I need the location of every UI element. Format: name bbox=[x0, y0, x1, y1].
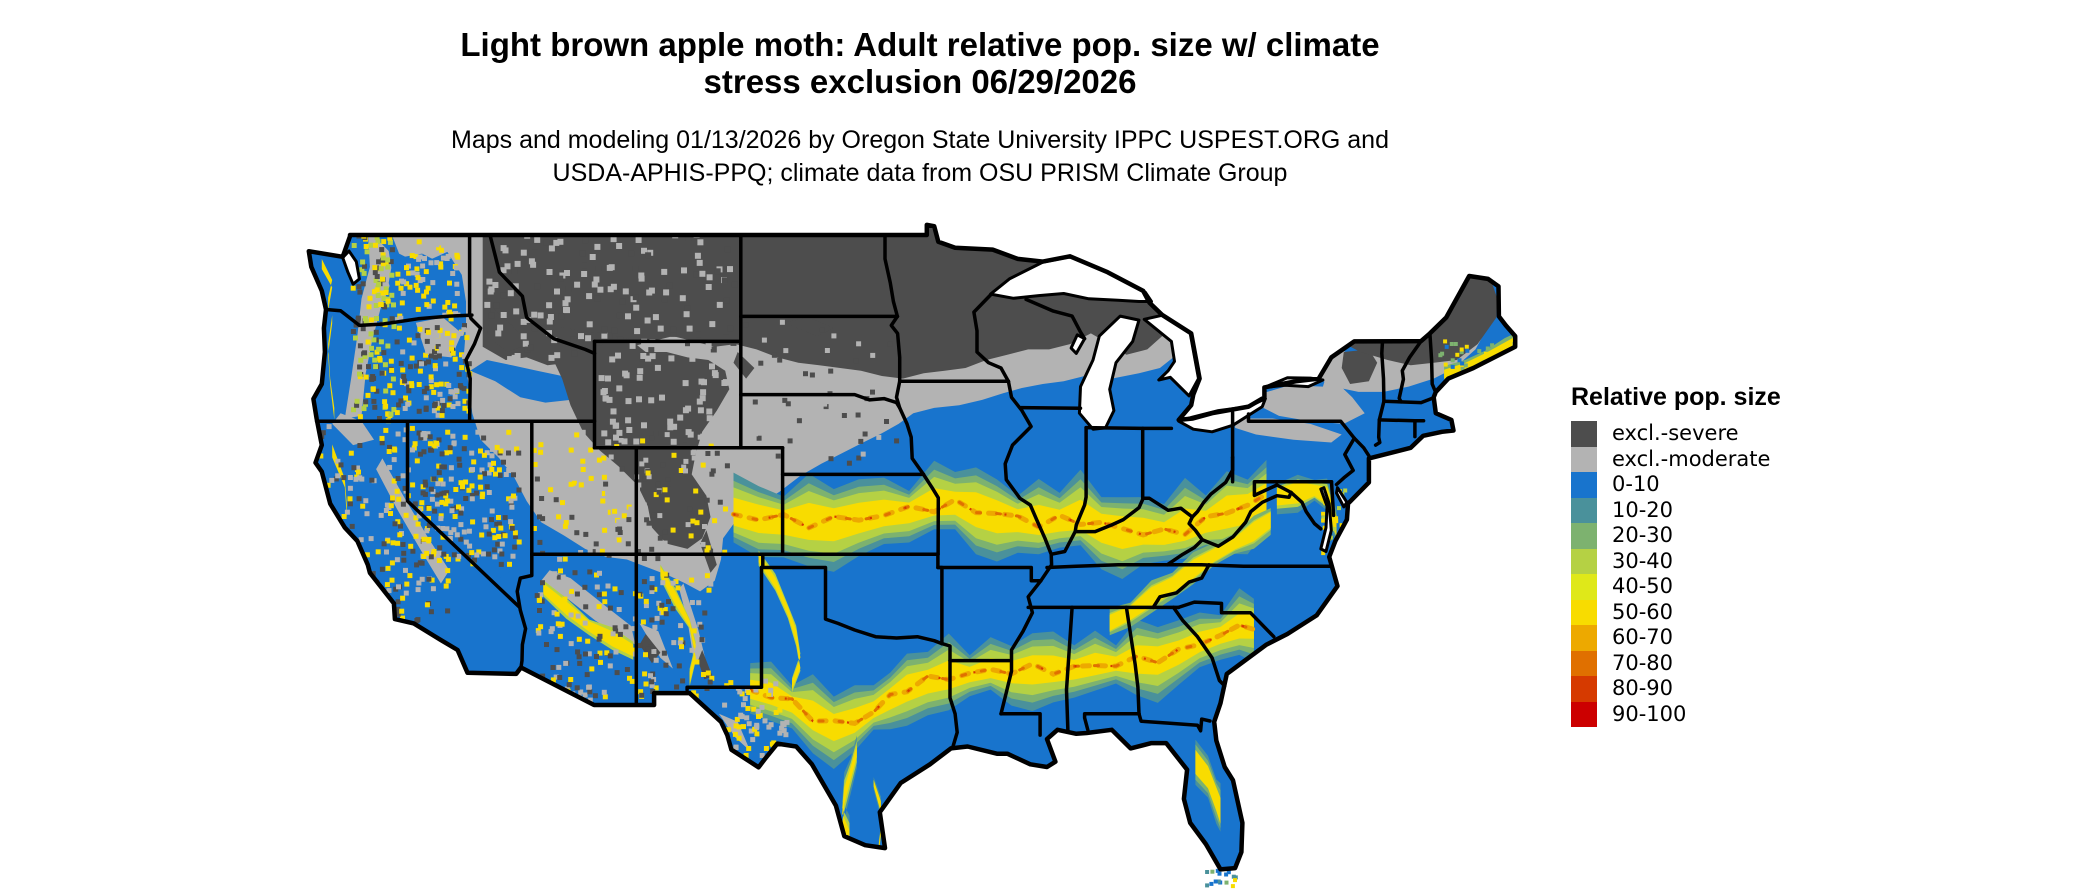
chesapeake-bay bbox=[1319, 486, 1333, 553]
legend-label: 90-100 bbox=[1612, 701, 1687, 726]
legend-label: 40-50 bbox=[1612, 574, 1674, 598]
region-dark-idaho bbox=[486, 306, 529, 352]
legend-item: 0-10 bbox=[1571, 472, 1781, 498]
legend-item: 60-70 bbox=[1571, 625, 1781, 651]
region-dark-adirondack bbox=[1341, 349, 1378, 384]
legend-swatch bbox=[1571, 497, 1597, 523]
legend-label: excl.-moderate bbox=[1612, 446, 1771, 471]
legend-label: 20-30 bbox=[1612, 523, 1674, 547]
lake-michigan bbox=[1077, 314, 1141, 431]
legend-items: excl.-severe excl.-moderate 0-10 10-20 20-30… bbox=[1571, 421, 1781, 727]
legend: Relative pop. size excl.-severe excl.-mod… bbox=[1571, 383, 1781, 727]
map-title-line2: stress exclusion 06/29/2026 bbox=[703, 63, 1137, 100]
legend-item: 50-60 bbox=[1571, 599, 1781, 625]
legend-label: 30-40 bbox=[1612, 548, 1674, 573]
legend-swatch bbox=[1571, 446, 1597, 472]
band-layer bbox=[660, 564, 696, 687]
legend-swatch bbox=[1571, 421, 1597, 447]
region-light-nm-central bbox=[679, 583, 707, 664]
legend-item: 80-90 bbox=[1571, 676, 1781, 702]
region-light-pa bbox=[1235, 418, 1342, 443]
legend-swatch bbox=[1571, 650, 1597, 676]
legend-item: excl.-severe bbox=[1571, 421, 1781, 447]
delaware-bay bbox=[1335, 486, 1349, 509]
band-layer bbox=[1195, 749, 1221, 824]
band-layer bbox=[328, 315, 335, 420]
band-layer bbox=[321, 259, 333, 311]
map-subtitle-line1: Maps and modeling 01/13/2026 by Oregon S… bbox=[451, 126, 1389, 154]
band-layer bbox=[660, 566, 696, 685]
region-dark-northern-tier bbox=[482, 225, 1181, 379]
band-layer bbox=[1276, 482, 1337, 536]
legend-item: excl.-moderate bbox=[1571, 446, 1781, 472]
map-subtitle: Maps and modeling 01/13/2026 by Oregon S… bbox=[220, 124, 1620, 190]
legend-swatch bbox=[1571, 574, 1597, 600]
legend-item: 30-40 bbox=[1571, 548, 1781, 574]
legend-swatch bbox=[1571, 523, 1597, 549]
band-layer bbox=[733, 483, 1267, 549]
map-title-line1: Light brown apple moth: Adult relative p… bbox=[460, 26, 1380, 63]
legend-label: 0-10 bbox=[1612, 472, 1660, 496]
legend-label: 50-60 bbox=[1612, 599, 1674, 624]
puget-sound bbox=[341, 249, 361, 286]
legend-item: 40-50 bbox=[1571, 574, 1781, 600]
band-layer bbox=[1109, 512, 1271, 631]
legend-swatch bbox=[1571, 548, 1597, 574]
legend-label: excl.-severe bbox=[1612, 421, 1739, 445]
legend-swatch bbox=[1571, 701, 1597, 727]
legend-title: Relative pop. size bbox=[1571, 383, 1781, 411]
legend-label: 80-90 bbox=[1612, 676, 1674, 700]
green-bay bbox=[1069, 333, 1087, 355]
legend-swatch bbox=[1571, 472, 1597, 498]
region-blue-snake bbox=[470, 360, 583, 403]
legend-item: 10-20 bbox=[1571, 497, 1781, 523]
region-dark-blackhills bbox=[733, 352, 755, 379]
legend-item: 70-80 bbox=[1571, 650, 1781, 676]
legend-item: 90-100 bbox=[1571, 701, 1781, 727]
region-light-nm-west bbox=[639, 623, 673, 669]
legend-label: 10-20 bbox=[1612, 497, 1674, 522]
legend-swatch bbox=[1571, 625, 1597, 651]
band-layer bbox=[873, 779, 881, 854]
legend-swatch bbox=[1571, 676, 1597, 702]
legend-item: 20-30 bbox=[1571, 523, 1781, 549]
map-subtitle-line2: USDA-APHIS-PPQ; climate data from OSU PR… bbox=[552, 159, 1288, 187]
map-title: Light brown apple moth: Adult relative p… bbox=[220, 26, 1620, 100]
legend-swatch bbox=[1571, 599, 1597, 625]
legend-label: 60-70 bbox=[1612, 625, 1674, 649]
band-layer bbox=[842, 745, 857, 849]
legend-label: 70-80 bbox=[1612, 650, 1674, 675]
